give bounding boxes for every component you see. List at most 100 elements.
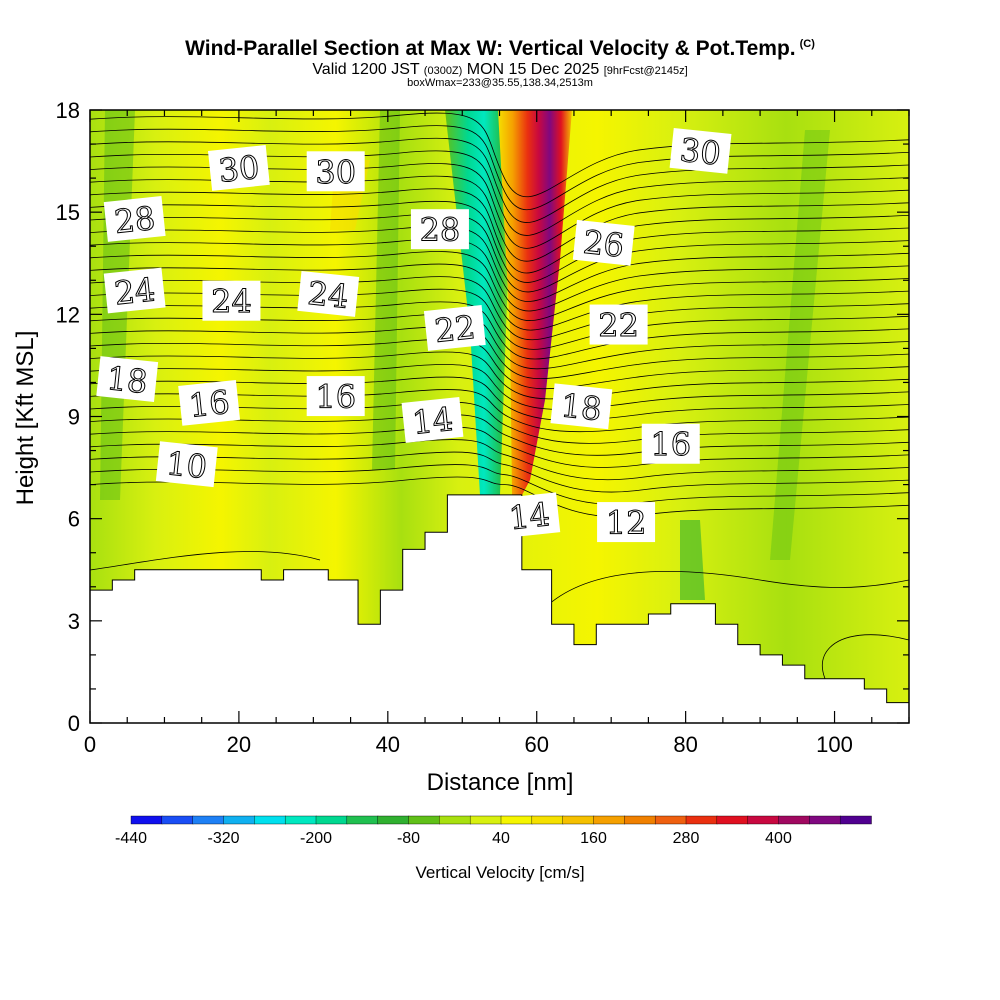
isentrope-lines [90,112,909,701]
y-tick-label: 0 [68,711,80,736]
colorbar-swatch [284,815,317,825]
isentrope-line [90,551,321,571]
x-tick-label: 0 [84,732,96,757]
isentrope-label-text: 24 [113,270,157,312]
y-tick-label: 9 [68,405,80,430]
isentrope-label: 30 [306,151,365,192]
colorbar-tick: 160 [580,830,607,847]
isentrope-label-text: 10 [164,444,208,486]
isentrope-line [90,213,909,293]
y-tick-label: 18 [56,98,80,123]
isentrope-label: 30 [207,144,270,191]
downdraft-streak [770,130,830,560]
y-axis-label: Height [Kft MSL] [12,331,39,506]
colorbar-swatch [254,815,286,825]
isentrope-line [90,439,909,481]
isentrope-label-text: 22 [598,307,639,345]
isentrope-label-text: 18 [559,386,603,428]
isentrope-line [90,401,909,444]
isentrope-line [90,188,909,274]
isentrope-line [90,301,909,360]
colorbar-swatch [500,815,533,825]
isentrope-label-text: 16 [187,383,231,425]
isentrope-label-text: 28 [420,211,461,249]
isentrope-label-text: 24 [306,274,350,316]
isentrope-line [90,313,909,370]
isentrope-line [547,571,909,606]
isentrope-label-text: 30 [678,131,722,173]
x-axis-label: Distance [nm] [427,769,574,796]
isentrope-line [90,464,909,505]
x-tick-label: 80 [673,732,697,757]
isentrope-label-text: 26 [581,223,625,265]
isentrope-label-text: 16 [650,426,691,464]
isentrope-label: 14 [401,396,464,443]
isentrope-label-text: 14 [410,400,454,442]
y-tick-label: 15 [56,200,80,225]
isentrope-line [90,276,909,341]
colorbar-swatch [809,815,841,825]
colorbar-swatch [593,815,626,825]
colorbar-tick: -80 [397,830,420,847]
chart-subtitle: Valid 1200 JST (0300Z) MON 15 Dec 2025 [… [312,61,688,78]
colorbar-swatch [408,815,441,825]
y-tick-label: 3 [68,609,80,634]
isentrope-label-text: 30 [217,148,261,190]
isentrope-line [90,288,909,350]
isentrope-labels: 30 30 30 28 28 26 24 24 24 22 22 18 16 16 18 14 16 10 14 12 [96,127,732,543]
isentrope-label: 26 [572,219,635,266]
x-tick-label: 40 [376,732,400,757]
colorbar-swatch [747,815,780,825]
isentrope-line [90,163,909,249]
colorbar-tick: 280 [673,830,700,847]
isentrope-label: 16 [178,379,241,426]
chart-title: Wind-Parallel Section at Max W: Vertical… [185,37,815,60]
isentrope-line [90,200,909,283]
main-downdraft [445,110,510,495]
isentrope-label: 10 [155,441,218,488]
isentrope-label: 14 [498,492,561,539]
box-info: boxWmax=233@35.55,138.34,2513m [407,77,593,89]
colorbar-tick: -200 [300,830,332,847]
isentrope-label: 24 [202,280,261,321]
isentrope-label: 28 [103,196,166,242]
x-tick-label: 20 [227,732,251,757]
colorbar-swatch [377,815,410,825]
x-axis: 0 20 40 60 80 100 [84,110,910,757]
isentrope-label: 22 [589,304,648,345]
isentrope-label: 18 [550,383,613,430]
isentrope-line [90,238,909,312]
isentrope-label: 30 [669,127,732,174]
x-tick-label: 100 [816,732,853,757]
colorbar-swatch [439,815,471,825]
colorbar-tick: 40 [492,830,510,847]
isentrope-label: 22 [423,305,486,351]
isentrope-line [90,364,909,410]
copyright-mark: (C) [799,38,815,50]
y-tick-label: 6 [68,507,80,532]
colorbar-swatch [778,815,811,825]
isentrope-line [90,150,909,236]
isentrope-label-text: 14 [507,495,551,537]
isentrope-label: 18 [96,356,159,402]
isentrope-line [90,389,909,433]
isentrope-line [90,351,909,400]
downdraft-streak [680,520,705,600]
x-tick-label: 60 [524,732,548,757]
isentrope-label: 16 [306,376,365,417]
colorbar: -440 -320 -200 -80 40 160 280 400 [115,815,872,847]
isentrope-label: 24 [297,270,360,317]
colorbar-swatch [716,815,749,825]
y-tick-label: 12 [56,302,80,327]
isentrope-line [90,451,909,493]
isentrope-label: 28 [410,209,469,250]
y-axis: 0 3 6 9 12 15 18 [56,98,909,736]
colorbar-swatch [685,815,718,825]
isentrope-label: 16 [641,423,700,464]
isentrope-line [90,263,909,331]
isentrope-label-text: 28 [113,199,157,241]
isentrope-line [90,376,909,421]
colorbar-tick: 400 [765,830,792,847]
isentrope-label-text: 16 [315,378,356,416]
